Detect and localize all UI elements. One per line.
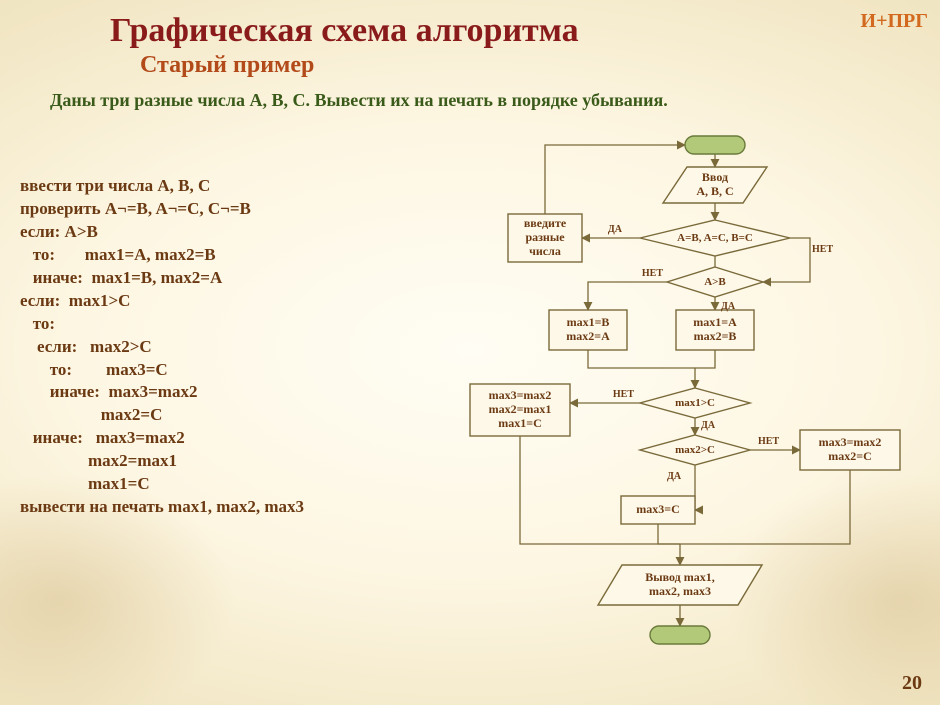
svg-text:Вывод max1,max2, max3: Вывод max1,max2, max3 bbox=[645, 570, 715, 598]
svg-text:НЕТ: НЕТ bbox=[758, 436, 779, 447]
svg-text:A>B: A>B bbox=[704, 276, 726, 288]
svg-text:ДА: ДА bbox=[701, 420, 716, 431]
svg-text:ВводA, B, C: ВводA, B, C bbox=[696, 170, 733, 198]
svg-text:введитеразныечисла: введитеразныечисла bbox=[524, 216, 567, 258]
svg-text:A=B, A=C, B=C: A=B, A=C, B=C bbox=[677, 232, 753, 244]
svg-text:НЕТ: НЕТ bbox=[613, 389, 634, 400]
svg-text:max1=Amax2=B: max1=Amax2=B bbox=[693, 315, 737, 343]
svg-text:max1=Bmax2=A: max1=Bmax2=A bbox=[566, 315, 610, 343]
svg-text:ДА: ДА bbox=[721, 301, 736, 312]
svg-text:НЕТ: НЕТ bbox=[812, 244, 833, 255]
svg-text:max2>C: max2>C bbox=[675, 444, 715, 456]
svg-text:НЕТ: НЕТ bbox=[642, 268, 663, 279]
flowchart: ВводA, B, C A=B, A=C, B=C введитеразныечис… bbox=[0, 0, 940, 705]
svg-text:max1>C: max1>C bbox=[675, 397, 715, 409]
svg-text:ДА: ДА bbox=[608, 224, 623, 235]
svg-text:max3=C: max3=C bbox=[636, 502, 680, 516]
svg-text:ДА: ДА bbox=[667, 471, 682, 482]
